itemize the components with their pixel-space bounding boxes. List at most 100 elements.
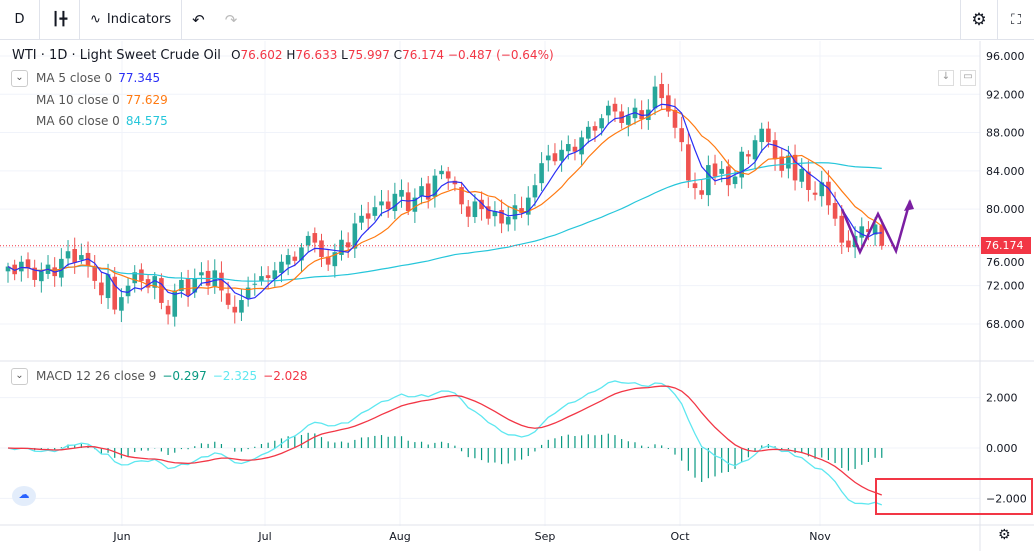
candle-body xyxy=(572,146,578,152)
candle-body xyxy=(639,110,644,120)
macd-tick-label: −2.000 xyxy=(986,492,1027,505)
collapse-chevron-icon[interactable]: ⌄ xyxy=(11,70,28,87)
scroll-down-icon[interactable]: ↓ xyxy=(938,70,954,86)
candle-body xyxy=(706,165,711,196)
candle-body xyxy=(879,225,885,246)
candle-body xyxy=(312,233,318,243)
candle-body xyxy=(399,189,404,197)
study-label: MACD 12 26 close 9 xyxy=(36,369,157,383)
top-toolbar: D ┃╋ ∿ Indicators ↶ ↷ ⚙ ⛶ xyxy=(0,0,1034,40)
candle-body xyxy=(99,282,104,296)
symbol: WTI xyxy=(12,48,37,63)
arrowhead-icon xyxy=(904,199,914,211)
candle-body xyxy=(192,278,198,293)
macd-value: −2.325 xyxy=(212,369,258,383)
candle-body xyxy=(532,185,538,198)
candle-body xyxy=(152,276,158,288)
candle-body xyxy=(465,206,471,217)
candle-body xyxy=(512,205,518,220)
change-value: −0.487 (−0.64%) xyxy=(447,48,554,62)
candle-body xyxy=(292,256,298,261)
candle-body xyxy=(479,199,484,210)
candle-body xyxy=(659,84,664,99)
logo-icon: ☁ xyxy=(12,486,36,506)
candle-body xyxy=(132,272,138,284)
candle-body xyxy=(505,216,511,225)
candle-body xyxy=(599,118,604,129)
signal-line xyxy=(7,385,882,496)
candle-body xyxy=(746,154,751,157)
candle-body xyxy=(359,215,364,223)
price-chart[interactable]: Jun Jul Aug Sep Oct Nov 96.000 92.000 88.000 84.0… xyxy=(0,41,1034,551)
candle-body xyxy=(459,187,464,205)
candle-body xyxy=(379,201,384,206)
candle-body xyxy=(105,274,111,299)
candle-body xyxy=(679,128,684,143)
indicators-button[interactable]: ∿ Indicators xyxy=(80,0,183,40)
maximize-pane-icon[interactable]: ▭ xyxy=(960,70,976,86)
redo-button[interactable]: ↷ xyxy=(224,10,238,29)
macd-line xyxy=(7,380,882,506)
candle-body xyxy=(225,293,231,305)
candle-body xyxy=(172,290,178,317)
study-label: MA 5 close 0 xyxy=(36,71,113,85)
chart-type-button[interactable]: ┃╋ xyxy=(40,0,80,40)
candle-body xyxy=(239,300,244,313)
gear-icon: ⚙ xyxy=(971,9,987,30)
candle-body xyxy=(445,171,451,179)
candle-body xyxy=(112,276,118,310)
candle-body xyxy=(365,213,371,219)
settings-button[interactable]: ⚙ xyxy=(960,0,997,40)
candle-body xyxy=(712,163,718,177)
macd-tick-label: 2.000 xyxy=(986,392,1018,405)
undo-button[interactable]: ↶ xyxy=(192,10,205,29)
candle-body xyxy=(325,256,331,265)
candle-body xyxy=(839,215,845,243)
candle-body xyxy=(559,149,564,161)
interval-button[interactable]: D xyxy=(0,0,40,40)
ma10-line xyxy=(7,108,883,293)
candle-body xyxy=(739,151,744,178)
candle-body xyxy=(799,168,805,182)
candle-body xyxy=(499,210,504,224)
ma5-line xyxy=(7,103,882,300)
candle-body xyxy=(812,192,818,195)
collapse-chevron-icon[interactable]: ⌄ xyxy=(11,368,28,385)
candle-body xyxy=(819,182,825,197)
candle-body xyxy=(19,261,24,272)
candle-body xyxy=(285,255,291,265)
candle-body xyxy=(766,128,771,143)
study-macd: ⌄ MACD 12 26 close 9 −0.297 −2.325 −2.028 xyxy=(11,368,308,385)
fullscreen-icon: ⛶ xyxy=(1011,11,1021,28)
macd-tick-label: 0.000 xyxy=(986,442,1018,455)
candle-body xyxy=(726,166,731,186)
price-tick-label: 80.000 xyxy=(986,203,1025,216)
candle-body xyxy=(79,255,84,260)
candle-body xyxy=(32,267,37,280)
axis-settings-icon[interactable]: ⚙ xyxy=(998,527,1011,543)
x-tick-label: Nov xyxy=(809,530,831,543)
price-tick-label: 84.000 xyxy=(986,165,1025,178)
candle-body xyxy=(412,197,418,212)
candle-body xyxy=(439,170,444,175)
candle-body xyxy=(666,95,671,112)
candle-body xyxy=(5,266,11,272)
candle-body xyxy=(552,153,558,162)
price-tick-label: 88.000 xyxy=(986,127,1025,140)
candle-body xyxy=(612,103,618,112)
study-ma10: MA 10 close 0 77.629 xyxy=(36,93,168,107)
candle-body xyxy=(846,240,851,248)
price-tick-label: 92.000 xyxy=(986,88,1025,101)
candle-body xyxy=(485,206,491,219)
candle-body xyxy=(12,264,17,275)
candle-body xyxy=(592,126,598,131)
candle-body xyxy=(759,128,765,143)
price-tick-label: 76.000 xyxy=(986,256,1025,269)
candle-body xyxy=(699,190,704,195)
candle-body xyxy=(859,226,865,238)
candle-body xyxy=(272,270,278,280)
candle-body xyxy=(299,247,304,261)
candle-body xyxy=(672,109,678,128)
fullscreen-button[interactable]: ⛶ xyxy=(997,0,1034,40)
candle-body xyxy=(279,261,284,273)
